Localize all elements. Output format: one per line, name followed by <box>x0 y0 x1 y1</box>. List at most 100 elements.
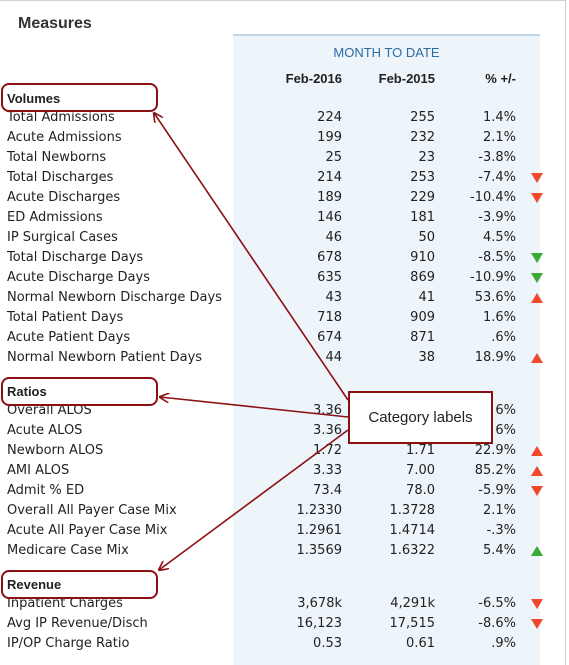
table-row: Newborn ALOS 1.72 1.71 22.9% <box>0 441 569 461</box>
band-top-border <box>233 34 540 36</box>
value-feb-2016: 189 <box>317 190 342 205</box>
measure-label: Avg IP Revenue/Disch <box>7 616 148 631</box>
value-feb-2016: 3,678k <box>297 596 342 611</box>
value-feb-2016: 44 <box>325 350 342 365</box>
value-feb-2015: 78.0 <box>406 483 435 498</box>
percent-change: .9% <box>491 636 516 651</box>
measure-label: AMI ALOS <box>7 463 70 478</box>
value-feb-2015: 41 <box>418 290 435 305</box>
triangle-down-icon <box>531 193 543 203</box>
triangle-down-icon <box>531 619 543 629</box>
table-row: Total Patient Days 718 909 1.6% <box>0 308 569 328</box>
value-feb-2015: 181 <box>410 210 435 225</box>
column-header-feb-2016: Feb-2016 <box>285 71 342 86</box>
panel-title: Measures <box>18 15 92 32</box>
percent-change: 6% <box>495 403 516 418</box>
value-feb-2015: 909 <box>410 310 435 325</box>
table-row: Overall All Payer Case Mix 1.2330 1.3728 2.… <box>0 501 569 521</box>
value-feb-2016: 1.3569 <box>296 543 343 558</box>
measure-label: ED Admissions <box>7 210 103 225</box>
triangle-down-icon <box>531 486 543 496</box>
category-revenue: Revenue <box>0 575 569 595</box>
triangle-down-icon <box>531 599 543 609</box>
table-row: Total Discharges 214 253 -7.4% <box>0 168 569 188</box>
value-feb-2015: 1.71 <box>406 443 435 458</box>
percent-change: .6% <box>491 330 516 345</box>
measure-label: Total Admissions <box>7 110 115 125</box>
measure-label: Admit % ED <box>7 483 85 498</box>
ratios-highlight-box <box>1 377 158 406</box>
value-feb-2016: 46 <box>325 230 342 245</box>
table-row: Normal Newborn Discharge Days 43 41 53.6% <box>0 288 569 308</box>
percent-change: -10.4% <box>470 190 516 205</box>
value-feb-2015: 869 <box>410 270 435 285</box>
table-row: Normal Newborn Patient Days 44 38 18.9% <box>0 348 569 368</box>
measure-label: Total Discharges <box>7 170 114 185</box>
value-feb-2015: 253 <box>410 170 435 185</box>
column-header-percent-change: % +/- <box>485 71 516 86</box>
category-ratios: Ratios <box>0 382 569 402</box>
percent-change: 1.4% <box>482 110 516 125</box>
triangle-up-icon <box>531 353 543 363</box>
table-row: Admit % ED 73.4 78.0 -5.9% <box>0 481 569 501</box>
value-feb-2016: 3.36 <box>313 423 342 438</box>
table-row: IP/OP Charge Ratio 0.53 0.61 .9% <box>0 634 569 654</box>
value-feb-2016: 214 <box>317 170 342 185</box>
measure-label: Acute Admissions <box>7 130 122 145</box>
percent-change: 4.5% <box>482 230 516 245</box>
value-feb-2015: 1.6322 <box>389 543 436 558</box>
value-feb-2016: 146 <box>317 210 342 225</box>
table-row: Acute Discharges 189 229 -10.4% <box>0 188 569 208</box>
month-to-date-header: MONTH TO DATE <box>333 45 440 60</box>
percent-change: 5.4% <box>482 543 516 558</box>
measure-label: Total Newborns <box>7 150 107 165</box>
measure-label: Total Discharge Days <box>7 250 144 265</box>
percent-change: -6.5% <box>478 596 516 611</box>
percent-change: -10.9% <box>470 270 516 285</box>
value-feb-2015: 50 <box>418 230 435 245</box>
value-feb-2015: 255 <box>410 110 435 125</box>
table-row: Avg IP Revenue/Disch 16,123 17,515 -8.6% <box>0 614 569 634</box>
percent-change: 6% <box>495 423 516 438</box>
table-row: Acute Discharge Days 635 869 -10.9% <box>0 268 569 288</box>
value-feb-2016: 0.53 <box>313 636 342 651</box>
value-feb-2015: 871 <box>410 330 435 345</box>
value-feb-2016: 1.2330 <box>296 503 343 518</box>
measure-label: Normal Newborn Patient Days <box>7 350 203 365</box>
triangle-up-icon <box>531 446 543 456</box>
value-feb-2015: 38 <box>418 350 435 365</box>
measure-label: Overall ALOS <box>7 403 92 418</box>
table-row: Acute Admissions 199 232 2.1% <box>0 128 569 148</box>
category-label: Ratios <box>7 384 47 399</box>
percent-change: -8.6% <box>478 616 516 631</box>
triangle-down-icon <box>531 273 543 283</box>
percent-change: -8.5% <box>478 250 516 265</box>
measure-label: Acute Discharge Days <box>7 270 150 285</box>
measure-label: Normal Newborn Discharge Days <box>7 290 222 305</box>
volumes-highlight-box <box>1 83 158 112</box>
measure-label: IP/OP Charge Ratio <box>7 636 130 651</box>
percent-change: 1.6% <box>482 310 516 325</box>
table-row: IP Surgical Cases 46 50 4.5% <box>0 228 569 248</box>
measure-label: IP Surgical Cases <box>7 230 118 245</box>
percent-change: 2.1% <box>482 130 516 145</box>
triangle-down-icon <box>531 253 543 263</box>
percent-change: -3.8% <box>478 150 516 165</box>
value-feb-2016: 224 <box>317 110 342 125</box>
category-volumes: Volumes <box>0 89 569 109</box>
measure-label: Total Patient Days <box>7 310 124 325</box>
percent-change: 22.9% <box>474 443 516 458</box>
value-feb-2016: 25 <box>325 150 342 165</box>
value-feb-2016: 674 <box>317 330 342 345</box>
table-row: Total Newborns 25 23 -3.8% <box>0 148 569 168</box>
percent-change: 2.1% <box>482 503 516 518</box>
table-row: Acute Patient Days 674 871 .6% <box>0 328 569 348</box>
value-feb-2015: 4,291k <box>390 596 435 611</box>
measure-label: Acute All Payer Case Mix <box>7 523 168 538</box>
table-row: Inpatient Charges 3,678k 4,291k -6.5% <box>0 594 569 614</box>
table-row: AMI ALOS 3.33 7.00 85.2% <box>0 461 569 481</box>
value-feb-2016: 73.4 <box>313 483 342 498</box>
percent-change: 85.2% <box>474 463 516 478</box>
table-row: Acute All Payer Case Mix 1.2961 1.4714 -.3% <box>0 521 569 541</box>
